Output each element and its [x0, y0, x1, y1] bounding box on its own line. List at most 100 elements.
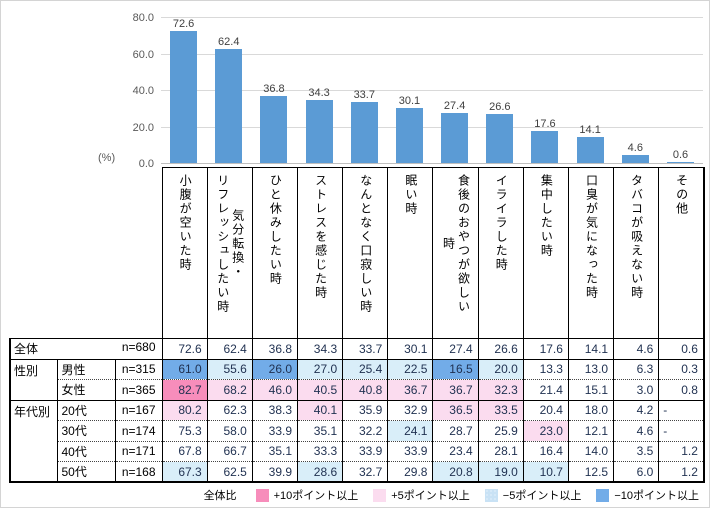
table-row: 50代 n=168 67.3 62.5 39.9 28.6 32.7 29.8 20.8 19.0…	[10, 461, 705, 483]
value-cell: 33.9	[342, 441, 389, 462]
bar	[531, 130, 559, 163]
bar-slot: 17.6	[522, 18, 567, 163]
gridline	[161, 17, 703, 18]
value-cell: 82.7	[161, 379, 208, 401]
value-cell: 22.5	[387, 359, 434, 380]
bar-slot: 62.4	[206, 18, 251, 163]
legend-label: +5ポイント以上	[391, 490, 470, 502]
value-cell: 3.5	[613, 441, 660, 462]
value-cell: 15.1	[567, 379, 615, 401]
value-cell: 14.1	[567, 338, 615, 360]
value-cell: 0.6	[658, 338, 705, 360]
value-cell: 19.0	[477, 461, 524, 483]
value-cell: 28.6	[296, 461, 344, 483]
category-header-text: 眠い時	[403, 174, 418, 216]
value-cell: 33.7	[342, 338, 389, 360]
data-table: 小腹が空いた時 気分転換・ リフレッシュしたい時 ひと休みしたい時 ストレスを感じた時…	[8, 167, 705, 483]
plot-area: 72.6 62.4 36.8 34.3 33.7 30.1 27.4 26.6 17.6 14.1…	[161, 17, 703, 164]
bar-value-label: 62.4	[218, 36, 240, 49]
value-cell: 40.8	[342, 379, 389, 401]
bar-slot: 72.6	[161, 18, 206, 163]
value-cell: 36.7	[432, 379, 479, 401]
legend-item: −10ポイント以上	[596, 487, 699, 503]
category-header-text: なんとなく口寂しい時	[358, 174, 373, 314]
value-cell: 62.3	[206, 400, 253, 421]
gridline	[161, 53, 703, 55]
bar-slot: 0.6	[658, 18, 703, 163]
value-cell: 10.7	[522, 461, 569, 483]
bar-slot: 34.3	[297, 18, 342, 163]
bar	[576, 137, 604, 163]
bars-row: 72.6 62.4 36.8 34.3 33.7 30.1 27.4 26.6 17.6 14.1…	[161, 18, 703, 163]
value-cell: 32.2	[342, 420, 389, 442]
category-header: 口臭が気になった時	[567, 167, 615, 339]
value-cell: 23.0	[522, 420, 569, 442]
value-cell: 24.1	[387, 420, 434, 442]
bar-value-label: 27.4	[443, 100, 466, 112]
bar-value-label: 36.8	[263, 82, 285, 95]
bar-slot: 30.1	[387, 18, 432, 163]
gridline	[161, 90, 703, 91]
bar	[486, 114, 514, 163]
value-cell: 67.3	[161, 461, 208, 483]
value-cell: 27.4	[432, 338, 479, 360]
bar	[305, 100, 333, 163]
value-cell: 58.0	[206, 420, 253, 442]
legend-swatch	[596, 488, 610, 502]
bar-value-label: 14.1	[579, 124, 601, 137]
sample-size-cell: n=365	[114, 379, 163, 401]
value-cell: 80.2	[161, 400, 208, 421]
row-label-cell: 女性	[56, 379, 116, 401]
value-cell: 36.5	[432, 400, 479, 421]
total-row-header: 全体 n=680	[8, 338, 163, 360]
value-cell: 33.5	[477, 400, 524, 421]
legend-label: +10ポイント以上	[273, 490, 359, 502]
category-header: 気分転換・ リフレッシュしたい時	[206, 167, 253, 339]
category-header: 眠い時	[387, 167, 434, 339]
percent-unit-label: (%)	[98, 152, 116, 164]
value-cell: 55.6	[206, 359, 253, 380]
bar	[350, 101, 378, 163]
gridline	[161, 126, 703, 128]
value-cell: 18.0	[567, 400, 615, 421]
category-header-text: 口臭が気になった時	[584, 174, 599, 300]
value-cell: 34.3	[296, 338, 344, 360]
bar-value-label: 26.6	[489, 101, 511, 114]
bar	[441, 113, 469, 163]
value-cell: 20.8	[432, 461, 479, 483]
legend: 全体比 +10ポイント以上 +5ポイント以上 −5ポイント以上 −10ポイント以上	[204, 487, 699, 503]
value-cell: 13.3	[522, 359, 569, 380]
bar-slot: 27.4	[432, 18, 477, 163]
value-cell: -	[658, 420, 705, 442]
y-tick-label: 20.0	[132, 121, 154, 134]
legend-swatch	[255, 488, 269, 502]
legend-label: −5ポイント以上	[502, 490, 582, 502]
table-row: 全体 n=680 72.6 62.4 36.8 34.3 33.7 30.1 27.4 26.6 1…	[8, 338, 705, 360]
bar-value-label: 30.1	[398, 95, 421, 108]
bar-slot: 4.6	[613, 18, 658, 163]
category-header-text: 気分転換・ リフレッシュしたい時	[215, 174, 245, 314]
row-label-cell: 30代	[56, 420, 116, 442]
bar-value-label: 72.6	[172, 18, 195, 30]
bar-slot: 14.1	[568, 18, 613, 163]
bar-slot: 36.8	[251, 18, 296, 163]
legend-item: +10ポイント以上	[255, 487, 359, 503]
table-row: 性別 男性 n=315 61.0 55.6 26.0 27.0 25.4 22.5 16.5 20.…	[9, 358, 705, 401]
bar	[260, 95, 288, 163]
category-header-row: 小腹が空いた時 気分転換・ リフレッシュしたい時 ひと休みしたい時 ストレスを感じた時…	[10, 167, 705, 339]
value-cell: 26.6	[477, 338, 524, 360]
value-cell: 62.5	[206, 461, 253, 483]
value-cell: 27.0	[296, 359, 344, 380]
legend-item: +5ポイント以上	[373, 487, 470, 503]
value-cell: 14.0	[567, 441, 615, 462]
value-cell: 46.0	[251, 379, 299, 401]
value-cell: 13.0	[567, 359, 615, 380]
bar	[170, 31, 198, 163]
bar	[395, 108, 423, 163]
sample-size-cell: n=167	[114, 400, 163, 421]
y-tick-label: 40.0	[132, 85, 154, 97]
category-header-text: その他	[674, 174, 689, 216]
value-cell: 35.9	[342, 400, 389, 421]
legend-swatch	[373, 488, 387, 502]
category-header-text: 小腹が空いた時	[178, 174, 193, 272]
